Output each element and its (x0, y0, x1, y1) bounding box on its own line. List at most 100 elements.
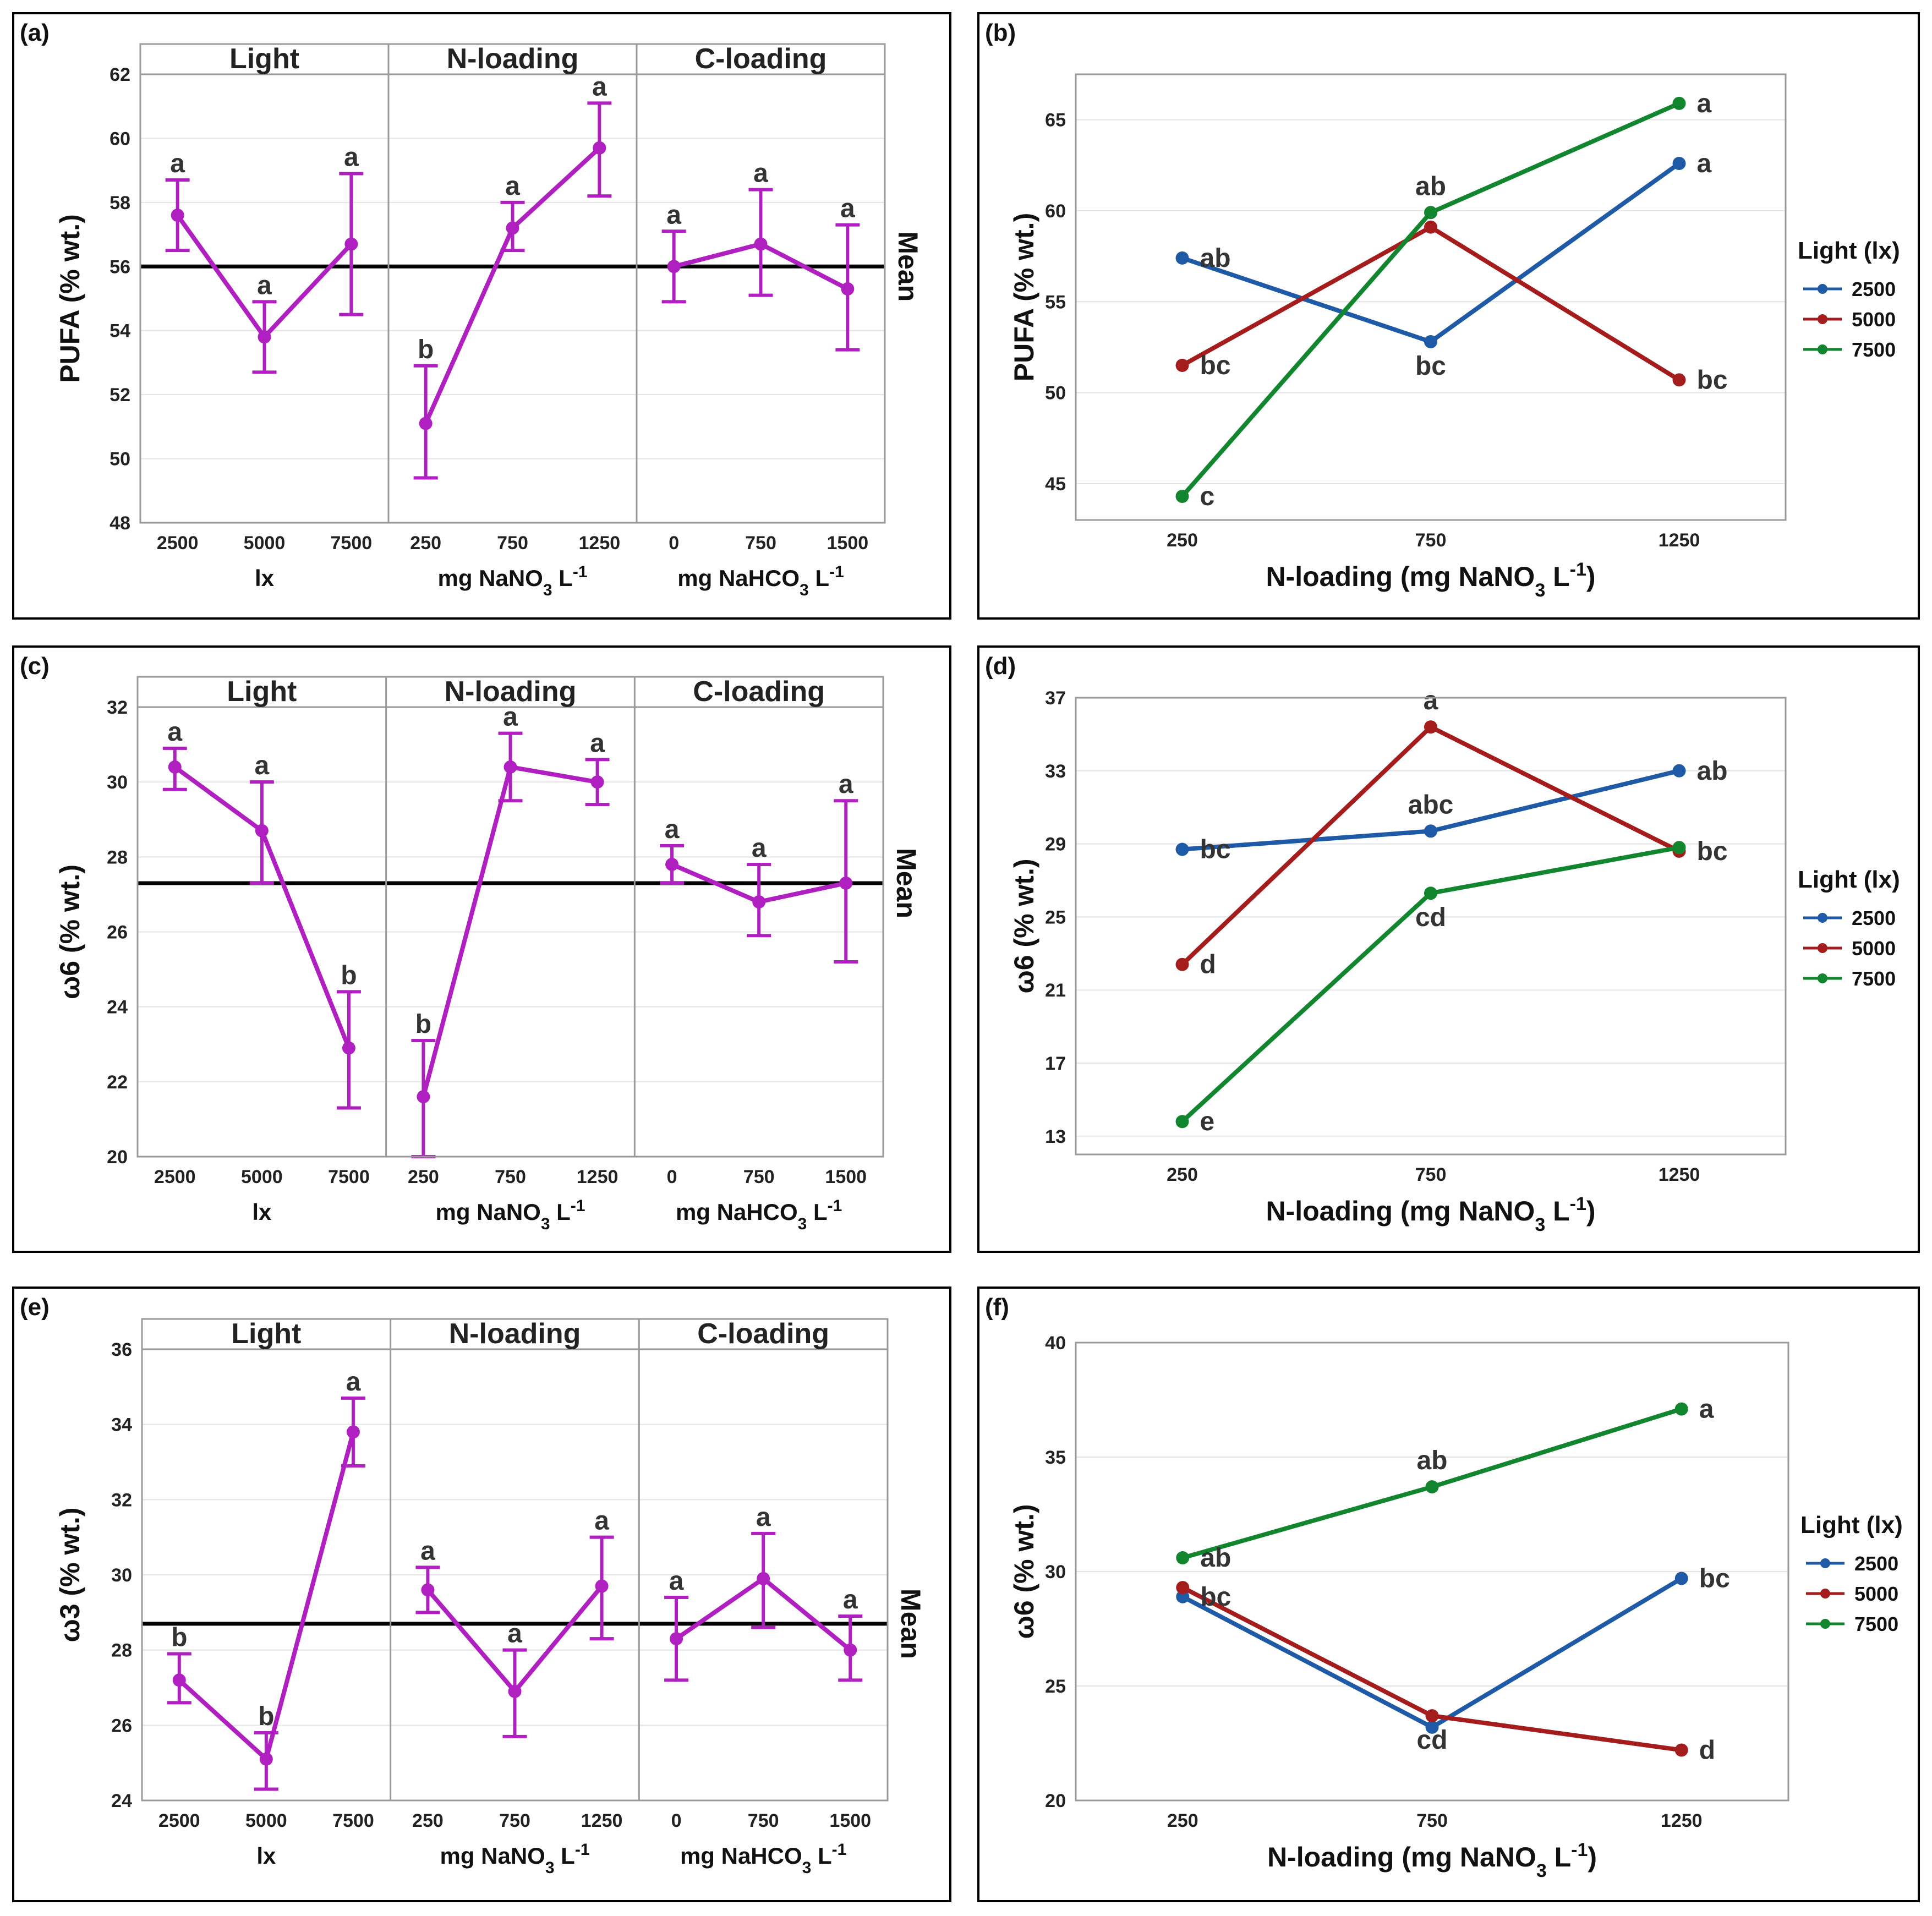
mean-point (503, 760, 517, 774)
x-tick-label: 750 (745, 533, 776, 554)
mean-label: Mean (893, 231, 923, 302)
series-line-7500 (1180, 101, 1681, 498)
significance-letter: d (1200, 950, 1216, 979)
group-header: C-loading (693, 676, 825, 708)
group-header: N-loading (445, 676, 577, 708)
significance-letter: a (669, 1567, 684, 1596)
significance-letter: a (254, 751, 269, 780)
y-tick-label: 29 (1045, 834, 1066, 855)
series-line-2500 (1181, 1576, 1683, 1730)
mean-point (667, 260, 681, 273)
legend-label: 7500 (1854, 1613, 1898, 1635)
significance-letter: b (415, 1010, 431, 1039)
panel-label: (d) (985, 653, 1016, 680)
significance-letter: bc (1699, 1564, 1730, 1593)
legend-label: 5000 (1852, 937, 1896, 960)
series-point-2500 (1175, 251, 1189, 265)
mean-point (670, 1632, 683, 1646)
significance-letter: a (257, 271, 272, 300)
mean-point (839, 876, 853, 890)
x-tick-label: 250 (410, 533, 441, 554)
y-tick-label: 48 (110, 513, 130, 534)
x-axis-title: N-loading (mg NaNO3 L-1) (1267, 1840, 1597, 1881)
legend-swatch-point (1818, 943, 1827, 953)
x-tick-label: 7500 (332, 1810, 374, 1831)
significance-letter: d (1699, 1736, 1715, 1765)
y-tick-label: 30 (111, 1565, 132, 1586)
series-point-5000 (1175, 358, 1189, 372)
y-tick-label: 52 (110, 385, 130, 406)
group-header: Light (229, 43, 299, 75)
y-tick-label: 20 (107, 1147, 128, 1168)
plot-area (139, 43, 886, 524)
y-tick-label: 32 (111, 1490, 132, 1510)
series-point-7500 (1672, 841, 1686, 855)
panel-border (12, 645, 951, 1253)
group-unit-label: mg NaHCO3 L-1 (676, 1197, 842, 1233)
series-point-5000 (1424, 220, 1437, 234)
x-tick-label: 750 (495, 1167, 526, 1187)
significance-letter: a (344, 143, 359, 172)
group-unit-label: mg NaNO3 L-1 (435, 1197, 585, 1233)
x-tick-label: 750 (1415, 1164, 1447, 1185)
significance-letter: a (752, 834, 767, 863)
mean-point (172, 1673, 186, 1687)
y-tick-label: 30 (107, 772, 128, 793)
series-point-2500 (1176, 1590, 1190, 1603)
series-point-5000 (1176, 1581, 1190, 1595)
mean-point (595, 1579, 609, 1593)
y-tick-label: 56 (110, 256, 130, 277)
group-header: C-loading (695, 43, 827, 75)
significance-letter: b (258, 1702, 274, 1731)
x-tick-label: 750 (1416, 1810, 1448, 1831)
x-tick-label: 2500 (154, 1167, 196, 1187)
x-tick-label: 1250 (579, 533, 621, 554)
series-point-2500 (1424, 824, 1437, 838)
y-tick-label: 50 (1045, 383, 1066, 404)
x-tick-label: 250 (1167, 1164, 1198, 1185)
legend-swatch-point (1818, 284, 1827, 294)
significance-letter: a (840, 194, 855, 223)
group-unit-label: mg NaNO3 L-1 (437, 563, 587, 599)
series-point-2500 (1175, 842, 1189, 856)
legend-label: 2500 (1854, 1552, 1898, 1575)
mean-point (344, 237, 358, 251)
legend-label: 2500 (1852, 907, 1896, 929)
mean-point (171, 209, 184, 222)
mean-point (346, 1425, 360, 1439)
significance-letter: bc (1697, 365, 1728, 395)
significance-letter: a (839, 770, 853, 799)
legend-swatch-point (1818, 913, 1827, 923)
y-tick-label: 22 (107, 1072, 128, 1093)
significance-letter: bc (1200, 351, 1231, 380)
mean-point (259, 1752, 273, 1766)
y-axis-title: PUFA (% wt.) (54, 214, 85, 382)
mean-point (417, 1090, 430, 1104)
significance-letter: a (420, 1536, 435, 1565)
x-tick-label: 0 (669, 533, 679, 554)
x-tick-label: 5000 (245, 1810, 287, 1831)
y-tick-label: 24 (107, 997, 128, 1018)
mean-point (258, 330, 271, 344)
x-tick-label: 7500 (328, 1167, 370, 1187)
series-point-5000 (1425, 1709, 1439, 1723)
significance-letter: a (756, 1503, 771, 1532)
significance-letter: a (346, 1367, 361, 1397)
x-tick-label: 1250 (577, 1167, 619, 1187)
series-point-7500 (1175, 1115, 1189, 1129)
series-point-2500 (1674, 1572, 1688, 1585)
series-point-2500 (1672, 157, 1686, 170)
series-point-2500 (1424, 335, 1437, 348)
y-axis-title: ω3 (% wt.) (54, 1507, 85, 1642)
legend-swatch-point (1820, 1619, 1830, 1629)
group-unit-label: lx (256, 1843, 276, 1869)
y-tick-label: 60 (1045, 201, 1066, 222)
y-tick-label: 32 (107, 697, 128, 718)
x-tick-label: 750 (497, 533, 528, 554)
y-tick-label: 28 (107, 847, 128, 868)
mean-point (590, 775, 604, 789)
x-tick-label: 750 (743, 1167, 775, 1187)
legend-swatch-point (1818, 973, 1827, 983)
significance-letter: abc (1408, 790, 1454, 819)
x-tick-label: 2500 (158, 1810, 200, 1831)
